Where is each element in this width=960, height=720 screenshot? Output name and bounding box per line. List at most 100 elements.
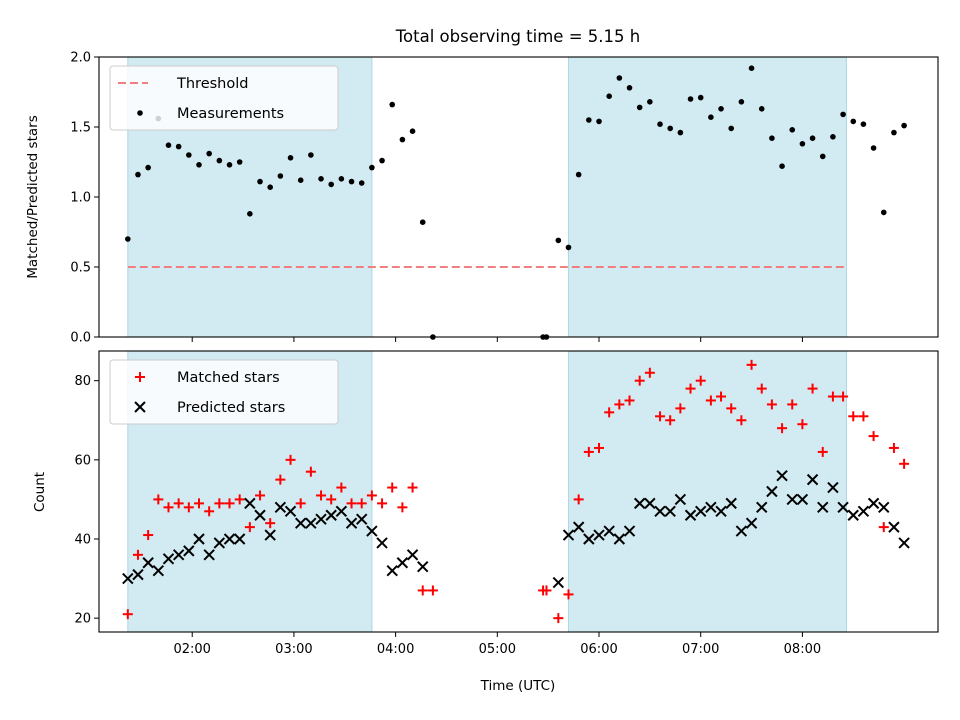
- matched-star-marker: [153, 494, 164, 505]
- predicted-star-marker: [417, 560, 429, 573]
- matched-star-marker: [614, 399, 625, 410]
- measurement-point: [145, 164, 151, 171]
- measurement-point: [236, 159, 243, 165]
- matched-star-marker: [858, 411, 869, 422]
- predicted-star-marker: [233, 533, 246, 545]
- matched-star-marker: [366, 490, 377, 501]
- matched-star-marker: [346, 498, 357, 509]
- predicted-star-marker-b: [193, 533, 205, 545]
- predicted-star-marker-b: [613, 533, 626, 545]
- predicted-star-marker: [244, 497, 256, 510]
- measurement-point: [399, 136, 406, 143]
- measurement-point: [738, 99, 745, 105]
- predicted-star-marker: [786, 493, 798, 506]
- measurement-point: [165, 142, 172, 148]
- matched-star-marker: [194, 498, 205, 509]
- matched-star-marker: [848, 411, 859, 422]
- bottom-x-tick-label: 05:00: [479, 642, 516, 657]
- matched-star-marker: [624, 395, 635, 406]
- matched-star-marker: [685, 383, 696, 394]
- measurement-point: [318, 176, 324, 182]
- predicted-star-marker: [745, 517, 758, 529]
- predicted-star-marker-b: [335, 505, 348, 517]
- matched-star-marker: [397, 502, 408, 513]
- predicted-star-marker-b: [664, 505, 676, 517]
- predicted-star-marker-b: [878, 501, 890, 514]
- matched-star-marker: [275, 474, 286, 485]
- matched-star-marker: [888, 442, 899, 453]
- top-y-tick-label: 0.5: [70, 261, 91, 276]
- predicted-star-marker-b: [122, 572, 134, 585]
- measurement-point: [308, 152, 314, 158]
- matched-star-marker: [766, 399, 777, 410]
- predicted-star-marker-b: [132, 568, 144, 581]
- bottom-y-tick-label: 80: [74, 374, 91, 389]
- predicted-star-marker: [847, 509, 859, 521]
- predicted-star-marker: [356, 513, 368, 525]
- measurement-point: [870, 145, 877, 151]
- predicted-star-marker: [583, 533, 595, 545]
- predicted-star-marker: [294, 517, 307, 529]
- measurement-point: [216, 157, 223, 164]
- measurement-point: [769, 135, 775, 141]
- predicted-star-marker: [122, 572, 134, 585]
- matched-star-marker: [285, 454, 296, 465]
- predicted-star-marker: [766, 485, 778, 498]
- matched-star-marker: [356, 498, 367, 509]
- predicted-star-marker-b: [715, 505, 727, 517]
- measurement-point: [196, 162, 202, 168]
- matched-star-marker: [675, 403, 686, 414]
- measurement-point: [708, 114, 714, 120]
- predicted-star-marker-b: [847, 509, 859, 521]
- matched-star-marker: [594, 442, 605, 453]
- predicted-star-marker: [162, 553, 175, 565]
- predicted-star-marker-b: [837, 501, 849, 514]
- matched-star-marker: [173, 498, 184, 509]
- predicted-star-marker: [674, 493, 687, 506]
- matched-star-marker: [604, 407, 615, 418]
- predicted-star-marker: [396, 557, 409, 569]
- bottom-y-tick-label: 60: [74, 453, 91, 468]
- legend-label: Threshold: [176, 76, 248, 92]
- measurement-point: [555, 237, 562, 244]
- predicted-star-marker-b: [857, 505, 870, 517]
- predicted-star-marker: [776, 469, 788, 482]
- measurement-point: [718, 106, 724, 112]
- matched-star-marker: [665, 415, 676, 426]
- predicted-star-marker-b: [356, 513, 368, 525]
- predicted-star-marker: [888, 521, 900, 533]
- measurement-point: [850, 118, 857, 125]
- predicted-star-marker-b: [396, 557, 409, 569]
- predicted-star-marker: [552, 576, 565, 589]
- matched-star-marker: [817, 446, 828, 457]
- matched-star-marker: [797, 419, 808, 430]
- predicted-star-marker-b: [684, 509, 697, 521]
- predicted-star-marker: [572, 521, 585, 533]
- measurement-point: [779, 163, 785, 169]
- predicted-star-marker: [867, 497, 880, 510]
- predicted-star-marker: [183, 545, 195, 557]
- top-series-measurements: [125, 65, 907, 340]
- predicted-star-marker: [694, 505, 707, 517]
- predicted-star-marker: [223, 533, 236, 545]
- predicted-star-marker: [756, 501, 768, 514]
- predicted-star-marker: [817, 501, 829, 514]
- measurement-point: [419, 219, 426, 225]
- predicted-star-marker-b: [325, 509, 337, 521]
- measurement-point: [348, 178, 355, 185]
- matched-star-marker: [695, 375, 706, 386]
- predicted-star-marker-b: [213, 537, 226, 549]
- measurement-point: [277, 173, 284, 179]
- predicted-star-marker-b: [254, 509, 266, 521]
- bottom-legend-box: [109, 359, 339, 425]
- matched-star-marker: [336, 482, 347, 493]
- measurement-point: [677, 129, 684, 136]
- bottom-x-tick-label: 02:00: [173, 642, 210, 657]
- top-y-tick-label: 2.0: [70, 51, 91, 66]
- legend-label: Matched stars: [177, 370, 280, 386]
- measurement-point: [267, 184, 273, 190]
- predicted-star-marker-b: [233, 533, 246, 545]
- predicted-star-marker-b: [172, 549, 185, 561]
- measurement-point: [616, 75, 623, 81]
- measurement-point: [901, 122, 907, 129]
